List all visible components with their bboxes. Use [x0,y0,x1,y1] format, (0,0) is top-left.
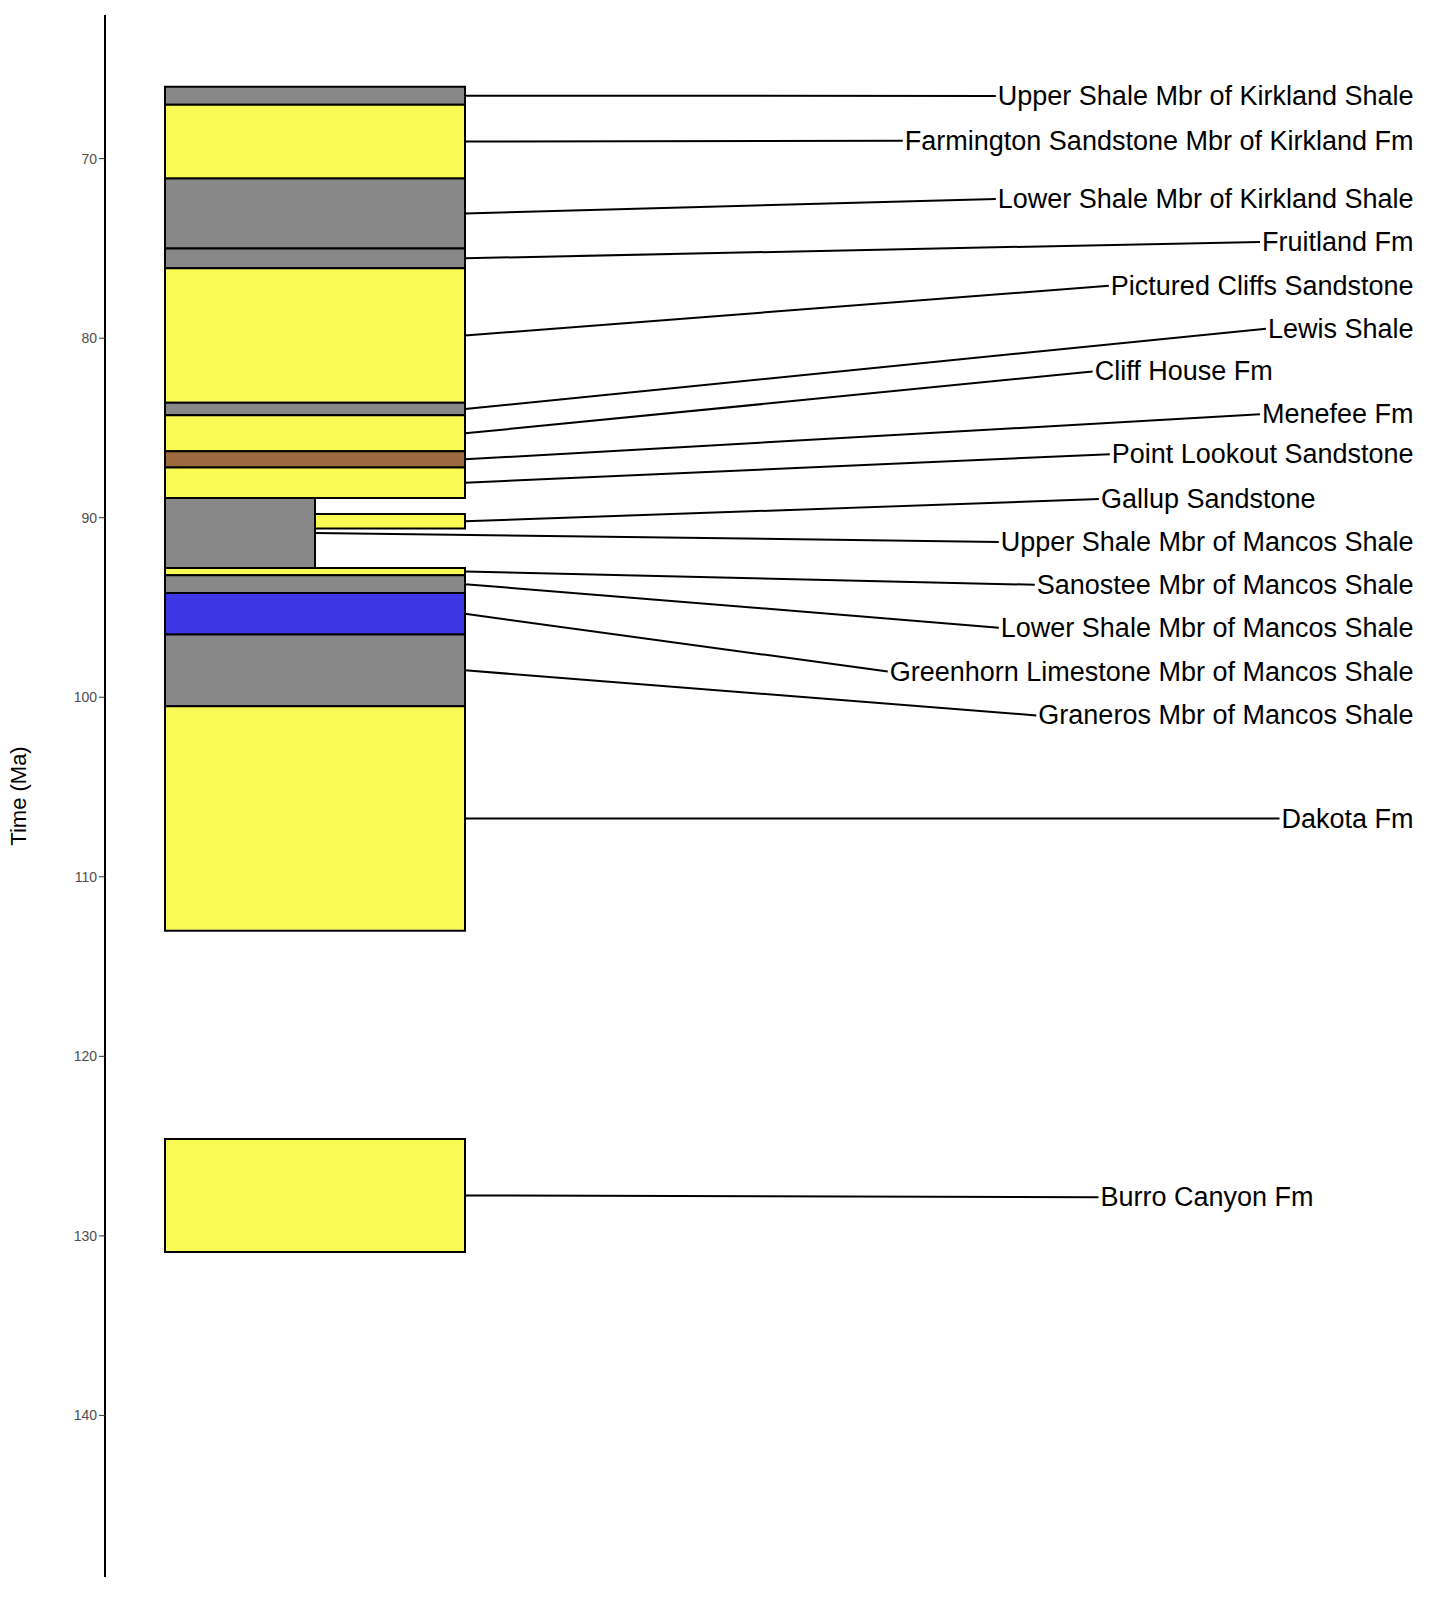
svg-text:Fruitland Fm: Fruitland Fm [1262,227,1414,257]
svg-text:Dakota Fm: Dakota Fm [1281,804,1413,834]
svg-text:Upper Shale Mbr of Mancos Shal: Upper Shale Mbr of Mancos Shale [1001,527,1414,557]
svg-text:Graneros Mbr of Mancos Shale: Graneros Mbr of Mancos Shale [1038,700,1413,730]
svg-text:Gallup Sandstone: Gallup Sandstone [1101,484,1316,514]
svg-text:Lower Shale Mbr of Kirkland Sh: Lower Shale Mbr of Kirkland Shale [998,184,1414,214]
svg-text:Point Lookout Sandstone: Point Lookout Sandstone [1112,439,1414,469]
svg-text:Lewis Shale: Lewis Shale [1268,314,1414,344]
svg-text:120: 120 [74,1048,98,1064]
svg-text:70: 70 [81,151,97,167]
svg-text:Lower Shale Mbr of Mancos Shal: Lower Shale Mbr of Mancos Shale [1001,613,1414,643]
svg-text:110: 110 [75,869,98,885]
svg-text:130: 130 [74,1228,98,1244]
svg-text:90: 90 [81,510,97,526]
svg-text:Upper Shale Mbr of Kirkland Sh: Upper Shale Mbr of Kirkland Shale [998,81,1414,111]
svg-text:Cliff House Fm: Cliff House Fm [1095,356,1273,386]
svg-text:140: 140 [74,1407,98,1423]
svg-text:Greenhorn Limestone Mbr of Man: Greenhorn Limestone Mbr of Mancos Shale [890,657,1414,687]
svg-text:Pictured Cliffs Sandstone: Pictured Cliffs Sandstone [1111,271,1414,301]
svg-text:Menefee Fm: Menefee Fm [1262,399,1414,429]
svg-text:Burro Canyon Fm: Burro Canyon Fm [1100,1182,1313,1212]
svg-text:100: 100 [74,689,98,705]
svg-text:80: 80 [81,330,97,346]
svg-text:Time (Ma): Time (Ma) [8,746,31,845]
svg-text:Sanostee Mbr of Mancos Shale: Sanostee Mbr of Mancos Shale [1037,570,1414,600]
svg-text:Farmington Sandstone Mbr of Ki: Farmington Sandstone Mbr of Kirkland Fm [905,126,1414,156]
